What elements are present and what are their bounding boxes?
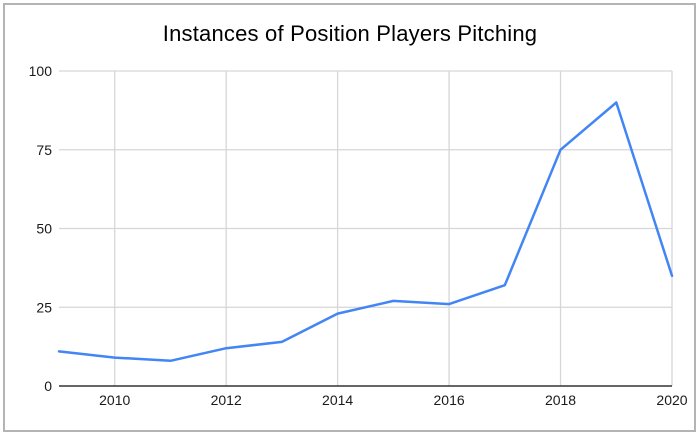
x-tick-label: 2016 xyxy=(434,392,465,408)
x-tick-label: 2020 xyxy=(656,392,687,408)
x-tick-label: 2014 xyxy=(322,392,353,408)
y-tick-label: 100 xyxy=(29,63,53,79)
chart-title: Instances of Position Players Pitching xyxy=(162,21,538,46)
x-tick-label: 2012 xyxy=(211,392,242,408)
y-tick-label: 0 xyxy=(44,378,52,394)
x-tick-label: 2010 xyxy=(99,392,130,408)
y-tick-label: 75 xyxy=(36,142,52,158)
x-tick-label: 2018 xyxy=(545,392,576,408)
y-tick-label: 50 xyxy=(36,221,52,237)
data-line-series xyxy=(57,101,674,363)
y-tick-label: 25 xyxy=(36,299,52,315)
